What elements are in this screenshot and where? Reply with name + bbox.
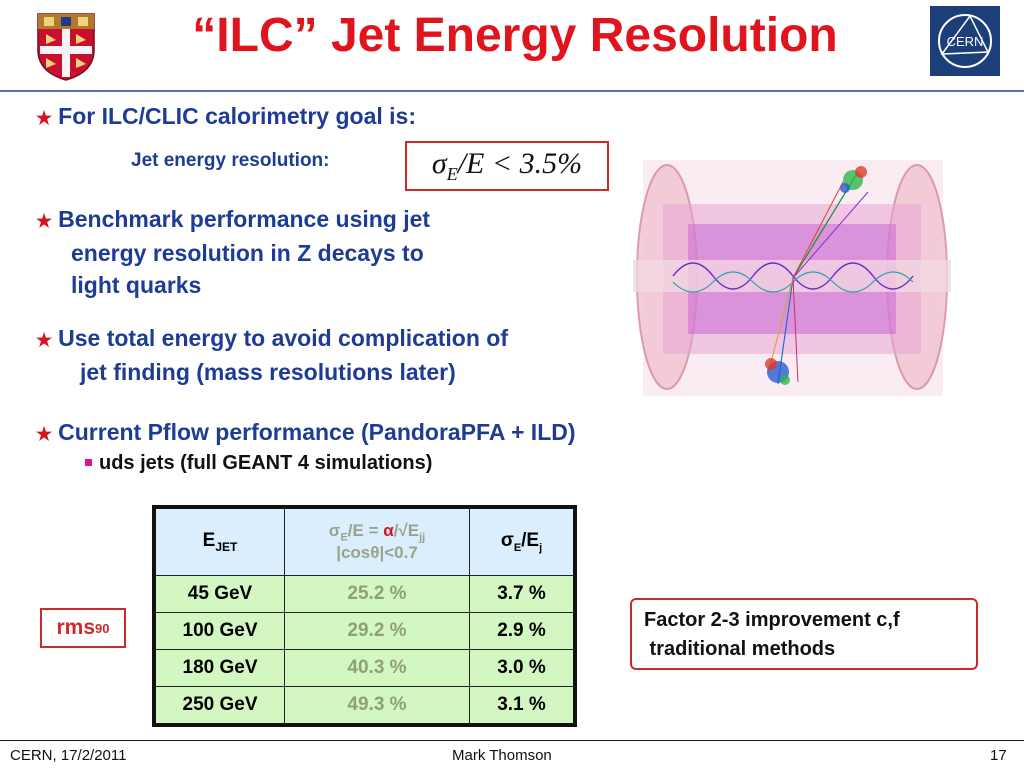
footer-author: Mark Thomson — [452, 747, 552, 764]
cell-resolution: 3.1 % — [469, 685, 576, 725]
cell-energy: 250 GeV — [153, 685, 285, 725]
rms90-label-box: rms 90 — [40, 608, 126, 648]
resolution-formula: σE/E < 3.5% — [431, 147, 583, 184]
slide-title: “ILC” Jet Energy Resolution — [192, 9, 838, 62]
table-header-row: EJET σE/E = α/√Ejj |cosθ|<0.7 σE/Ej — [153, 506, 576, 576]
cell-energy: 45 GeV — [153, 574, 285, 613]
cell-energy: 180 GeV — [153, 648, 285, 687]
footer-divider — [0, 740, 1024, 741]
cell-energy: 100 GeV — [153, 611, 285, 650]
cell-alpha: 40.3 % — [284, 648, 470, 687]
header-alpha: σE/E = α/√Ejj |cosθ|<0.7 — [284, 506, 470, 576]
square-bullet-icon — [85, 459, 92, 466]
jet-energy-resolution-label: Jet energy resolution: — [131, 150, 330, 171]
star-bullet-icon: ★ — [36, 211, 53, 231]
footer-page-number: 17 — [990, 747, 1007, 764]
factor-improvement-box: Factor 2-3 improvement c,f traditional m… — [630, 598, 978, 670]
star-bullet-icon: ★ — [36, 108, 53, 128]
header-ejet: EJET — [153, 506, 285, 576]
table-row: 180 GeV 40.3 % 3.0 % — [153, 648, 576, 687]
header-sigma-e: σE/Ej — [469, 506, 576, 576]
bullet-total-energy: ★ Use total energy to avoid complication … — [36, 325, 508, 385]
cell-resolution: 3.0 % — [469, 648, 576, 687]
cern-logo: CERN — [930, 6, 1000, 76]
bullet-benchmark: ★ Benchmark performance using jet energy … — [36, 206, 431, 298]
cell-alpha: 49.3 % — [284, 685, 470, 725]
bullet-text: For ILC/CLIC calorimetry goal is: — [58, 103, 416, 129]
cell-resolution: 2.9 % — [469, 611, 576, 650]
table-row: 250 GeV 49.3 % 3.1 % — [153, 685, 576, 725]
cell-alpha: 29.2 % — [284, 611, 470, 650]
cambridge-shield-logo — [36, 12, 96, 82]
bullet-current-pflow: ★ Current Pflow performance (PandoraPFA +… — [36, 419, 576, 445]
bullet-calorimetry-goal: ★ For ILC/CLIC calorimetry goal is: — [36, 100, 416, 134]
resolution-formula-box: σE/E < 3.5% — [405, 141, 609, 191]
header-divider — [0, 90, 1024, 92]
cern-logo-text: CERN — [947, 34, 984, 49]
cell-alpha: 25.2 % — [284, 574, 470, 613]
table-row: 100 GeV 29.2 % 2.9 % — [153, 611, 576, 650]
sub-bullet-uds-jets: uds jets (full GEANT 4 simulations) — [85, 452, 432, 475]
footer-date: CERN, 17/2/2011 — [10, 747, 127, 764]
table-row: 45 GeV 25.2 % 3.7 % — [153, 574, 576, 613]
cell-resolution: 3.7 % — [469, 574, 576, 613]
detector-event-display-image — [633, 152, 951, 404]
star-bullet-icon: ★ — [36, 424, 53, 444]
star-bullet-icon: ★ — [36, 330, 53, 350]
jet-energy-resolution-table: EJET σE/E = α/√Ejj |cosθ|<0.7 σE/Ej 45 G… — [152, 505, 577, 727]
